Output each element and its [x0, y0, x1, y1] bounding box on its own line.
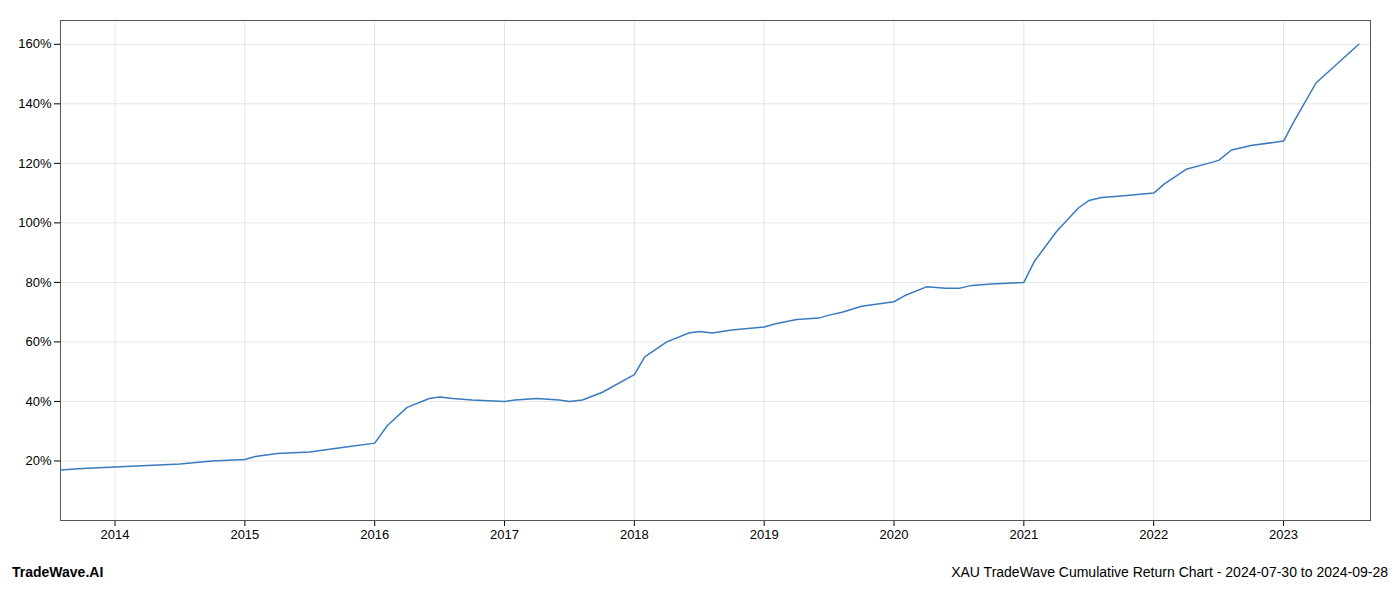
svg-text:80%: 80%	[25, 275, 51, 290]
svg-text:60%: 60%	[25, 334, 51, 349]
svg-text:40%: 40%	[25, 394, 51, 409]
svg-text:2015: 2015	[230, 527, 259, 542]
svg-text:2023: 2023	[1269, 527, 1298, 542]
svg-text:120%: 120%	[18, 156, 52, 171]
svg-text:160%: 160%	[18, 36, 52, 51]
html-text:XAU TradeWave Cumulative Retur: XAU TradeWave Cumulative Return Chart - …	[951, 564, 1388, 580]
svg-text:2022: 2022	[1139, 527, 1168, 542]
svg-text:140%: 140%	[18, 96, 52, 111]
html-text:TradeWave.AI: TradeWave.AI	[12, 564, 104, 580]
svg-text:2021: 2021	[1009, 527, 1038, 542]
svg-text:2014: 2014	[101, 527, 130, 542]
svg-text:20%: 20%	[25, 453, 51, 468]
svg-text:2016: 2016	[360, 527, 389, 542]
svg-text:2018: 2018	[620, 527, 649, 542]
svg-text:2019: 2019	[750, 527, 779, 542]
svg-text:2020: 2020	[880, 527, 909, 542]
svg-text:2017: 2017	[490, 527, 519, 542]
svg-text:100%: 100%	[18, 215, 52, 230]
